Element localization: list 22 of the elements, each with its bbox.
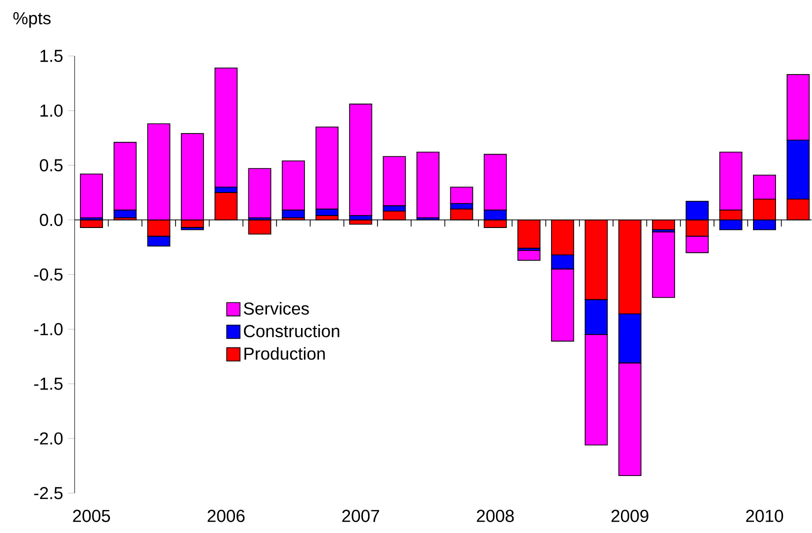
y-tick-label: -1.0	[34, 323, 63, 336]
y-tick-label: 1.5	[40, 50, 63, 62]
legend-label: Construction	[244, 324, 340, 338]
x-tick-label: 2010	[746, 510, 784, 522]
bar	[652, 231, 676, 298]
y-tick-label: -2.0	[34, 432, 63, 445]
bar	[517, 250, 540, 261]
y-tick-label: -1.5	[34, 378, 63, 390]
x-tick-label: 2009	[612, 510, 648, 522]
y-tick-label: 0.5	[40, 159, 63, 172]
x-tick-label: 2006	[208, 510, 245, 522]
x-tick-label: 2008	[476, 510, 514, 522]
y-axis-title: %pts	[13, 12, 51, 28]
y-tick-label: -0.5	[34, 268, 63, 281]
legend-label: Services	[244, 302, 309, 315]
y-tick-label: -2.5	[34, 486, 63, 500]
x-tick-label: 2005	[73, 510, 110, 522]
y-tick-label: 1.0	[40, 104, 63, 117]
legend-label: Production	[244, 347, 325, 360]
x-tick-label: 2007	[342, 510, 380, 522]
y-tick-label: 0.0	[40, 214, 63, 226]
bar	[349, 104, 372, 216]
